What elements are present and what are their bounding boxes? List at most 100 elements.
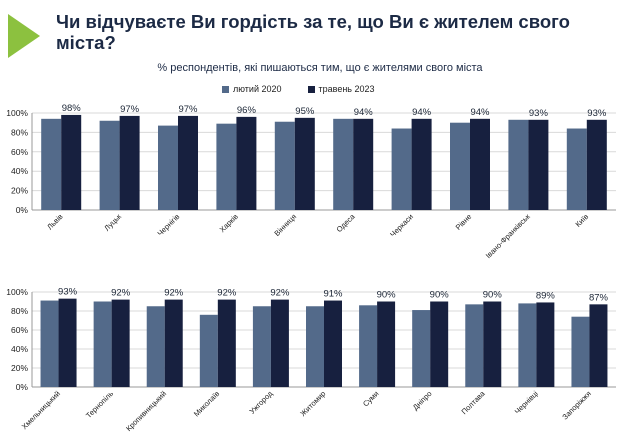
category-label: Луцьк	[102, 212, 123, 233]
bar-feb2020	[333, 118, 354, 210]
data-label: 93%	[58, 287, 78, 298]
legend-swatch-may2023	[307, 85, 315, 93]
chart-legend: лютий 2020 травень 2023	[222, 84, 375, 94]
data-label: 90%	[483, 290, 503, 301]
y-tick-label: 100%	[6, 287, 28, 297]
y-tick-label: 80%	[11, 127, 28, 137]
category-label: Чернівці	[513, 389, 540, 416]
bar-may2023	[528, 119, 549, 210]
data-label: 89%	[536, 290, 556, 301]
category-label: Івано-Франківськ	[484, 212, 533, 261]
category-label: Дніпро	[411, 389, 434, 412]
data-label: 92%	[217, 288, 237, 299]
bar-may2023	[324, 300, 342, 387]
category-label: Хмельницький	[20, 389, 62, 431]
category-label: Полтава	[460, 388, 488, 416]
y-tick-label: 20%	[11, 186, 28, 196]
bar-may2023	[111, 299, 130, 387]
y-tick-label: 60%	[11, 325, 28, 335]
data-label: 92%	[111, 288, 131, 299]
bar-chart-bottom: 0% 20% 40% 60% 80% 100% 93% Хмельницький 92% Терн…	[6, 287, 616, 433]
slide-accent-arrow-icon	[8, 14, 40, 58]
category-label: Запоріжжя	[560, 389, 592, 421]
bar-may2023	[377, 301, 396, 387]
bar-feb2020	[158, 125, 178, 210]
category-label: Суми	[361, 389, 380, 408]
bar-feb2020	[566, 128, 587, 210]
data-label: 97%	[120, 104, 140, 115]
data-label: 97%	[178, 104, 198, 115]
legend-swatch-feb2020	[222, 85, 229, 93]
bar-may2023	[411, 118, 432, 210]
category-label: Харків	[218, 212, 240, 234]
data-label: 90%	[430, 290, 450, 301]
category-label: Миколаїв	[192, 389, 221, 418]
data-label: 94%	[470, 107, 490, 118]
bar-feb2020	[391, 128, 412, 210]
category-label: Тернопіль	[84, 389, 115, 420]
bar-feb2020	[306, 306, 324, 387]
bar-may2023	[236, 116, 257, 210]
data-label: 94%	[354, 107, 374, 118]
bar-feb2020	[465, 304, 484, 387]
category-label: Одеса	[335, 211, 358, 234]
bar-feb2020	[274, 121, 295, 210]
data-label: 95%	[295, 106, 315, 117]
bar-may2023	[119, 115, 140, 210]
bar-may2023	[483, 301, 502, 387]
category-label: Київ	[573, 212, 590, 229]
category-label: Кропивницький	[124, 389, 168, 433]
bar-may2023	[353, 118, 374, 210]
data-label: 96%	[237, 105, 257, 116]
y-tick-label: 0%	[16, 382, 29, 392]
y-tick-label: 20%	[11, 363, 28, 373]
bar-may2023	[430, 301, 449, 387]
data-label: 98%	[62, 103, 82, 114]
bar-may2023	[470, 118, 490, 210]
bar-feb2020	[508, 119, 529, 210]
bar-feb2020	[199, 314, 218, 387]
bar-may2023	[589, 304, 608, 387]
bar-feb2020	[450, 122, 470, 210]
legend-label-feb2020: лютий 2020	[233, 84, 282, 94]
y-tick-label: 40%	[11, 166, 28, 176]
data-label: 90%	[377, 290, 397, 301]
bar-may2023	[536, 302, 555, 387]
category-label: Львів	[45, 212, 64, 231]
bar-feb2020	[252, 306, 271, 387]
category-label: Вінниця	[272, 212, 298, 238]
data-label: 93%	[529, 108, 549, 119]
data-label: 94%	[412, 107, 432, 118]
bar-feb2020	[41, 118, 62, 210]
legend-label-may2023: травень 2023	[318, 84, 375, 94]
y-tick-label: 60%	[11, 147, 28, 157]
bar-feb2020	[216, 123, 237, 210]
bar-may2023	[217, 299, 236, 387]
bar-feb2020	[40, 300, 59, 387]
bar-feb2020	[359, 305, 378, 387]
bar-may2023	[178, 115, 198, 210]
chart-subtitle: % респондентів, які пишаються тим, що є …	[157, 62, 483, 74]
bar-may2023	[164, 299, 183, 387]
bar-chart-top: 0% 20% 40% 60% 80% 100% 98% Львів 97% Луцьк 97% Чер…	[6, 103, 616, 261]
bar-may2023	[586, 119, 607, 210]
legend-item-feb2020: лютий 2020	[222, 84, 282, 94]
category-label: Черкаси	[388, 212, 415, 239]
y-tick-label: 80%	[11, 306, 28, 316]
y-tick-label: 0%	[16, 205, 29, 215]
bar-may2023	[270, 299, 289, 387]
y-tick-label: 100%	[6, 108, 28, 118]
bar-feb2020	[146, 306, 165, 387]
bar-feb2020	[571, 316, 590, 387]
category-label: Рівне	[454, 212, 474, 232]
bar-feb2020	[99, 120, 120, 210]
category-label: Чернігів	[156, 212, 182, 238]
bar-feb2020	[518, 303, 537, 387]
data-label: 87%	[589, 292, 609, 303]
legend-item-may2023: травень 2023	[307, 84, 375, 94]
bar-may2023	[58, 298, 77, 387]
data-label: 92%	[270, 288, 290, 299]
data-label: 93%	[587, 108, 607, 119]
y-tick-label: 40%	[11, 344, 28, 354]
page-title: Чи відчуваєте Ви гордість за те, що Ви є…	[56, 11, 570, 53]
